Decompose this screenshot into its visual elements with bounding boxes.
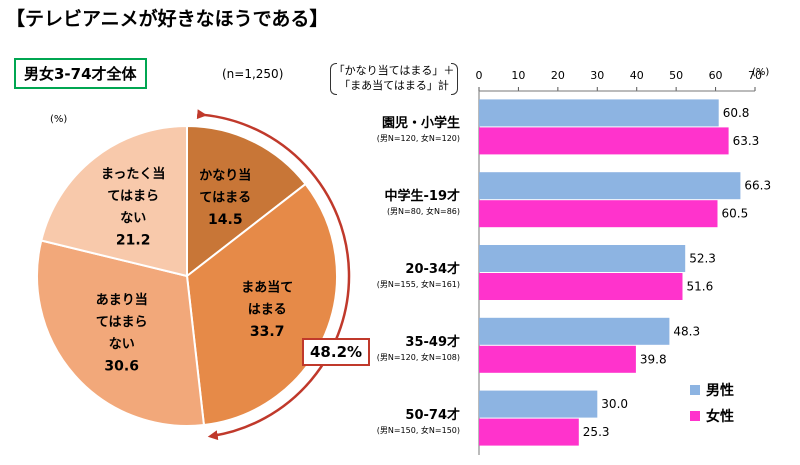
legend-label-female: 女性 — [706, 409, 734, 425]
category-sample-size: (男N=150, 女N=150) — [376, 425, 460, 435]
left-bracket — [330, 63, 337, 95]
pie-value-label: 14.5 — [208, 212, 243, 228]
bar-female — [479, 273, 683, 300]
pie-value-label: 21.2 — [116, 233, 151, 249]
bar-value-label: 39.8 — [640, 352, 667, 366]
x-tick-label: 10 — [511, 69, 525, 82]
bar-value-label: 63.3 — [733, 134, 760, 148]
combined-total-box: 48.2% — [302, 338, 371, 366]
category-label: 50-74才 (男N=150, 女N=150) — [377, 404, 460, 436]
pie-slice-label: まったく当 — [101, 166, 165, 182]
sample-size: (n=1,250) — [222, 67, 284, 81]
bar-value-label: 66.3 — [744, 179, 771, 193]
pie-slice-label: あまり当 — [96, 292, 148, 308]
category-sample-size: (男N=120, 女N=108) — [376, 352, 460, 362]
subset-label: 男女3-74才全体 — [14, 58, 147, 89]
category-sample-size: (男N=80, 女N=86) — [386, 207, 460, 217]
bar-unit-label: (%) — [752, 67, 770, 78]
category-name: 35-49才 — [405, 334, 460, 350]
pie-slice-label: てはまる — [199, 190, 251, 205]
legend-item-male: 男性 — [690, 380, 734, 400]
bar-male — [479, 99, 719, 127]
x-tick-label: 20 — [551, 69, 565, 82]
category-name: 中学生-19才 — [384, 189, 461, 205]
legend: 男性 女性 — [690, 380, 734, 432]
bar-male — [479, 390, 598, 418]
x-tick-label: 70 — [748, 69, 762, 82]
legend-swatch-male — [690, 385, 700, 395]
x-tick-label: 40 — [630, 69, 644, 82]
category-name: 園児・小学生 — [381, 116, 460, 132]
x-tick-label: 60 — [709, 69, 723, 82]
category-sample-size: (男N=120, 女N=120) — [376, 134, 460, 144]
legend-label-male: 男性 — [706, 383, 734, 399]
bar-chart: 0 10 20 30 40 50 60 70 60.8 63.3 66.3 60.5 52.3 51.6 4… — [476, 69, 771, 455]
category-label: 園児・小学生 (男N=120, 女N=120) — [377, 112, 460, 144]
category-name: 50-74才 — [405, 407, 460, 423]
pie-value-label: 30.6 — [104, 359, 139, 375]
bar-female — [479, 200, 718, 228]
pie-slice — [185, 182, 338, 427]
pie-value-label: 33.7 — [250, 324, 285, 340]
category-label: 35-49才 (男N=120, 女N=108) — [377, 331, 460, 363]
bar-male — [479, 317, 670, 345]
category-label: 20-34才 (男N=155, 女N=161) — [377, 258, 460, 290]
x-tick-label: 0 — [476, 69, 483, 82]
bar-male — [479, 245, 686, 272]
pie-unit-label: (%) — [50, 114, 68, 125]
metric-label-line: 「まあ当てはまる」計 — [339, 79, 449, 92]
legend-swatch-female — [690, 411, 700, 421]
category-label: 中学生-19才 (男N=80, 女N=86) — [385, 185, 461, 217]
bar-value-label: 30.0 — [601, 397, 628, 411]
bar-female — [479, 345, 636, 373]
bar-value-label: 51.6 — [687, 280, 714, 294]
pie-slice-label: かなり当 — [199, 167, 251, 183]
pie-slice-label: てはまら — [107, 189, 159, 204]
bar-value-label: 52.3 — [689, 252, 716, 266]
bar-value-label: 25.3 — [583, 425, 610, 439]
category-name: 20-34才 — [405, 262, 460, 277]
bar-female — [479, 127, 729, 155]
pie-chart: かなり当てはまる14.5まあ当てはまる33.7あまり当てはまらない30.6まった… — [36, 109, 351, 441]
total-arc-arrow — [196, 109, 351, 441]
bar-value-label: 60.8 — [723, 106, 750, 120]
bar-female — [479, 418, 579, 446]
x-tick-label: 30 — [590, 69, 604, 82]
legend-item-female: 女性 — [690, 406, 734, 426]
metric-label-line: 「かなり当てはまる」＋ — [333, 64, 455, 77]
category-sample-size: (男N=155, 女N=161) — [376, 280, 460, 289]
metric-label: 「かなり当てはまる」＋ 「まあ当てはまる」計 — [330, 63, 458, 97]
pie-slice-label: はまる — [248, 302, 287, 317]
pie-slice-label: ない — [120, 211, 146, 226]
bar-male — [479, 172, 741, 200]
x-tick-label: 50 — [669, 69, 683, 82]
pie-slice — [40, 124, 188, 278]
chart-title: 【テレビアニメが好きなほうである】 — [6, 8, 329, 30]
pie-slice-label: てはまら — [96, 315, 148, 330]
pie-slice-label: まあ当て — [241, 279, 293, 295]
bar-value-label: 48.3 — [673, 324, 700, 338]
pie-slice-label: ない — [109, 337, 135, 352]
pie-slice — [36, 239, 206, 427]
bar-value-label: 60.5 — [722, 207, 749, 221]
